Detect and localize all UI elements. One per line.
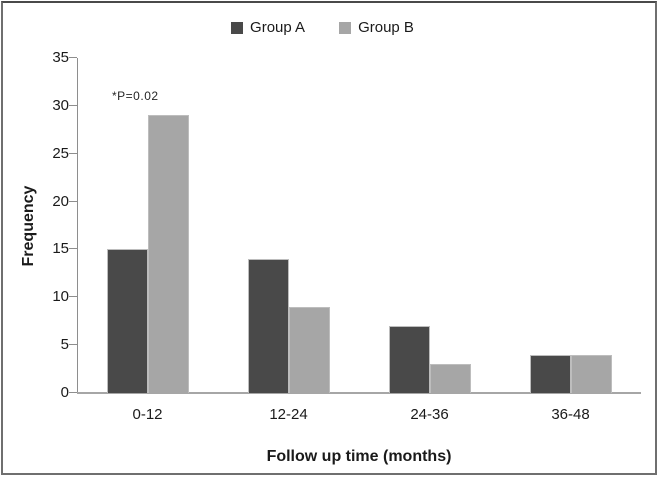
y-tick-label: 5 xyxy=(60,336,69,354)
y-tick-label: 25 xyxy=(52,144,69,162)
legend-item-group-b: Group B xyxy=(339,19,414,36)
y-tick-mark xyxy=(69,57,77,58)
y-tick-mark xyxy=(69,392,77,393)
bar-group-b-0-12 xyxy=(147,115,189,393)
y-tick-label: 15 xyxy=(52,240,69,258)
y-tick-label: 30 xyxy=(52,96,69,114)
y-tick-mark xyxy=(69,344,77,346)
bar-group-b-12-24 xyxy=(288,306,330,393)
x-axis-line xyxy=(77,392,641,394)
bar-group-b-36-48 xyxy=(570,354,612,393)
category-label: 36-48 xyxy=(551,406,590,423)
group-a-color-swatch-icon xyxy=(231,21,244,34)
y-axis-title: Frequency xyxy=(20,185,37,267)
y-tick-label: 20 xyxy=(52,192,69,210)
bar-group-b-24-36 xyxy=(429,364,471,393)
y-tick-mark xyxy=(69,296,77,298)
x-axis-title: Follow up time (months) xyxy=(266,448,452,465)
legend-item-group-a: Group A xyxy=(231,19,305,36)
y-tick-mark xyxy=(69,104,77,106)
y-tick-label: 0 xyxy=(60,384,69,401)
y-tick-label: 10 xyxy=(52,288,69,306)
group-b-color-swatch-icon xyxy=(339,21,352,34)
y-tick-label: 35 xyxy=(52,49,69,66)
category-label: 24-36 xyxy=(410,406,449,423)
bar-group-a-12-24 xyxy=(247,259,289,393)
y-tick-mark xyxy=(69,200,77,202)
legend: Group A Group B xyxy=(0,19,645,36)
p-value-annotation: *P=0.02 xyxy=(112,89,159,103)
bar-group-a-36-48 xyxy=(529,354,571,393)
y-tick-mark xyxy=(69,152,77,154)
y-tick-mark xyxy=(69,248,77,250)
legend-label-group-b: Group B xyxy=(358,19,414,36)
legend-label-group-a: Group A xyxy=(250,19,306,36)
category-label: 0-12 xyxy=(132,406,163,423)
category-label: 12-24 xyxy=(269,406,308,423)
bar-group-a-0-12 xyxy=(106,249,148,393)
chart-frame-border xyxy=(1,1,657,475)
bar-group-a-24-36 xyxy=(388,326,430,393)
y-axis-line xyxy=(77,58,78,393)
